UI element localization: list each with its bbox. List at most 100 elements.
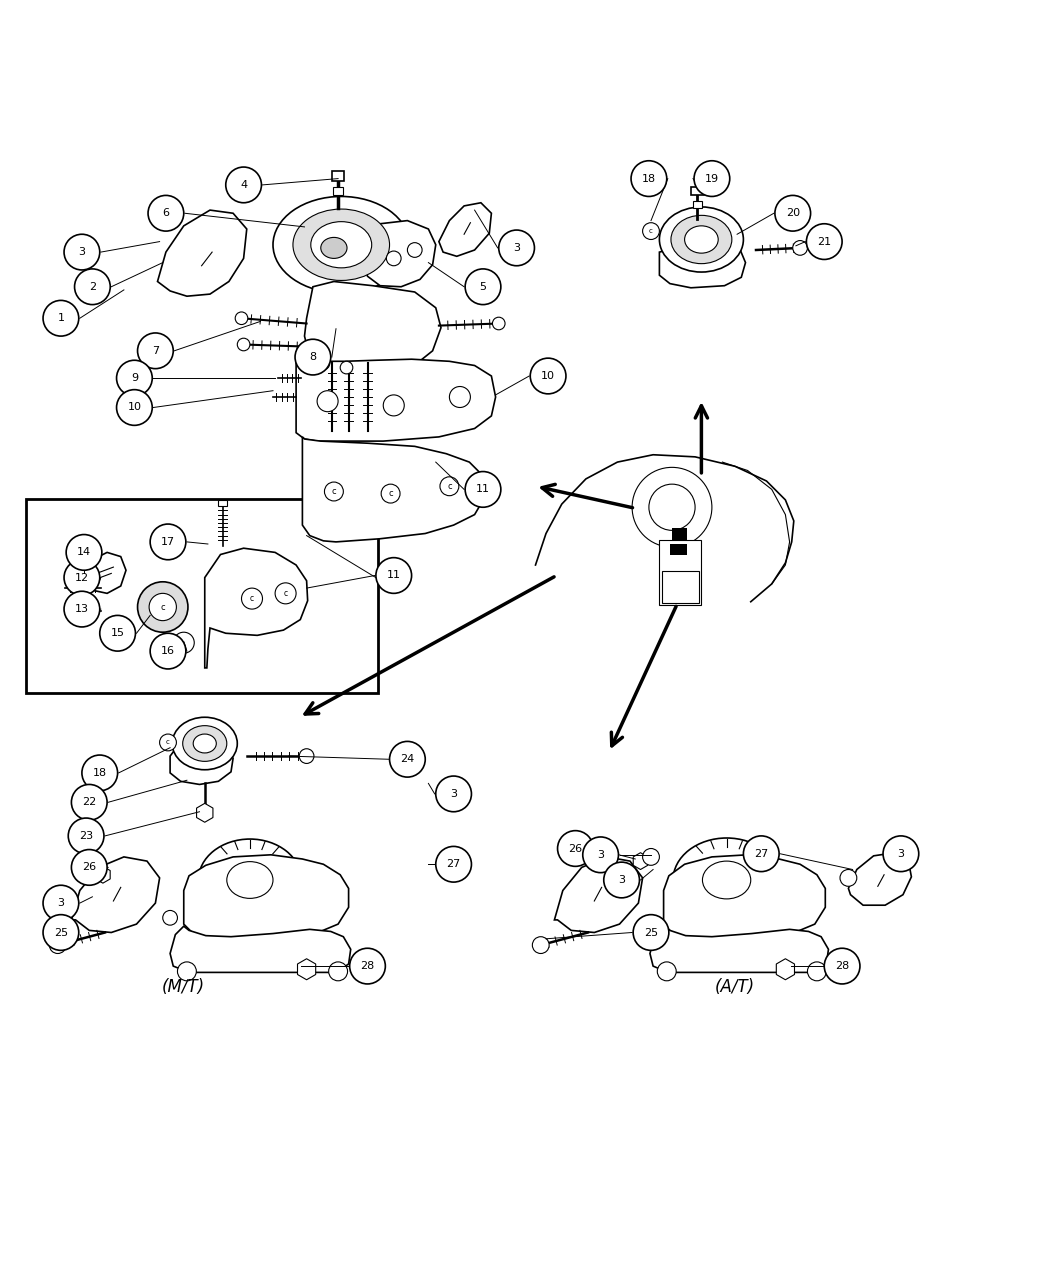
Circle shape — [440, 476, 459, 495]
Ellipse shape — [293, 209, 390, 281]
Text: 13: 13 — [75, 604, 89, 614]
Text: 3: 3 — [58, 898, 64, 908]
Circle shape — [75, 269, 110, 305]
Circle shape — [775, 195, 811, 231]
Circle shape — [226, 167, 261, 203]
Ellipse shape — [671, 216, 732, 263]
Polygon shape — [362, 221, 436, 287]
Text: 21: 21 — [817, 236, 832, 246]
Text: 14: 14 — [77, 548, 91, 557]
Circle shape — [138, 582, 188, 632]
Text: 12: 12 — [75, 572, 89, 582]
Text: 7: 7 — [152, 346, 159, 356]
Circle shape — [138, 333, 173, 369]
Circle shape — [160, 734, 176, 751]
Polygon shape — [82, 553, 126, 594]
Circle shape — [43, 885, 79, 921]
Circle shape — [793, 240, 807, 255]
Circle shape — [390, 742, 425, 778]
Circle shape — [381, 484, 400, 503]
Circle shape — [43, 300, 79, 336]
Polygon shape — [170, 926, 351, 972]
Polygon shape — [633, 853, 648, 870]
Text: 3: 3 — [79, 248, 85, 257]
Text: (A/T): (A/T) — [715, 978, 755, 996]
Circle shape — [436, 776, 471, 812]
Circle shape — [604, 862, 639, 898]
Bar — [672, 529, 687, 540]
Text: 27: 27 — [754, 849, 769, 858]
Circle shape — [883, 836, 919, 872]
Text: 15: 15 — [110, 628, 125, 638]
Circle shape — [82, 755, 118, 790]
Text: (M/T): (M/T) — [162, 978, 206, 996]
Circle shape — [631, 161, 667, 197]
Ellipse shape — [183, 725, 227, 761]
Text: 6: 6 — [163, 208, 169, 218]
Circle shape — [694, 161, 730, 197]
Circle shape — [743, 836, 779, 872]
Polygon shape — [184, 854, 349, 942]
Polygon shape — [158, 211, 247, 296]
Text: 4: 4 — [240, 180, 247, 190]
Text: c: c — [649, 229, 653, 234]
Ellipse shape — [702, 861, 751, 899]
Text: c: c — [250, 594, 254, 603]
Circle shape — [383, 395, 404, 416]
Text: 10: 10 — [127, 402, 142, 412]
Text: 10: 10 — [541, 372, 555, 381]
Circle shape — [840, 870, 857, 886]
Circle shape — [100, 616, 135, 651]
Circle shape — [657, 962, 676, 981]
Polygon shape — [297, 959, 316, 979]
Circle shape — [492, 317, 505, 329]
Circle shape — [329, 962, 348, 981]
Polygon shape — [205, 548, 308, 668]
Polygon shape — [96, 866, 110, 884]
Text: 3: 3 — [597, 849, 604, 859]
Bar — [333, 186, 343, 195]
Circle shape — [177, 962, 196, 981]
Polygon shape — [650, 926, 828, 972]
Circle shape — [340, 361, 353, 374]
Polygon shape — [776, 959, 795, 979]
Text: c: c — [388, 489, 393, 498]
Ellipse shape — [685, 226, 718, 253]
Circle shape — [806, 223, 842, 259]
Text: 11: 11 — [386, 571, 401, 581]
Ellipse shape — [273, 197, 410, 292]
Circle shape — [64, 591, 100, 627]
Text: 24: 24 — [400, 755, 415, 764]
Text: 2: 2 — [89, 282, 96, 291]
Bar — [693, 200, 702, 208]
Bar — [659, 540, 701, 605]
Polygon shape — [659, 245, 746, 287]
Circle shape — [149, 594, 176, 621]
Text: 25: 25 — [644, 927, 658, 937]
Bar — [662, 571, 699, 603]
Circle shape — [643, 222, 659, 240]
Circle shape — [407, 243, 422, 258]
Text: 26: 26 — [568, 844, 583, 853]
Circle shape — [530, 358, 566, 393]
Circle shape — [150, 524, 186, 559]
Text: 18: 18 — [642, 174, 656, 184]
Polygon shape — [439, 203, 491, 257]
Circle shape — [376, 558, 412, 594]
Ellipse shape — [673, 838, 780, 922]
Text: c: c — [332, 487, 336, 495]
Circle shape — [465, 471, 501, 507]
Circle shape — [558, 830, 593, 866]
Text: c: c — [284, 589, 288, 598]
Text: 3: 3 — [513, 243, 520, 253]
Circle shape — [890, 843, 907, 859]
Circle shape — [237, 338, 250, 351]
Ellipse shape — [172, 718, 237, 770]
Text: 1: 1 — [58, 313, 64, 323]
Bar — [332, 171, 344, 181]
Text: 25: 25 — [54, 927, 68, 937]
Bar — [26, 499, 378, 693]
Polygon shape — [296, 359, 496, 441]
Polygon shape — [170, 746, 233, 784]
Circle shape — [64, 234, 100, 269]
